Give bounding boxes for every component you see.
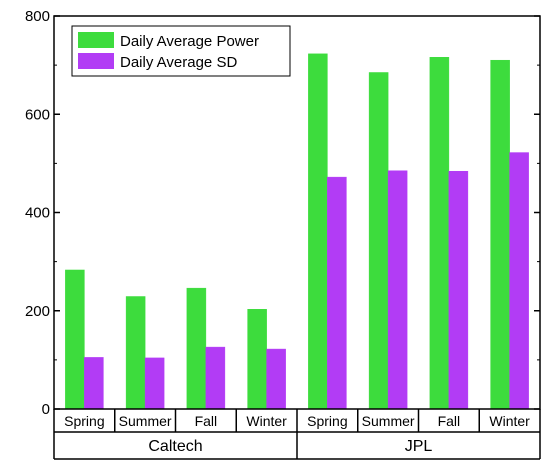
bars-layer (65, 53, 529, 410)
bar-power (308, 53, 328, 410)
bar-power (490, 59, 510, 410)
bar-power (247, 309, 267, 410)
bar-sd (84, 357, 104, 410)
bar-power (368, 72, 389, 410)
bar-power (65, 269, 85, 410)
bar-sd (509, 152, 529, 410)
bar-sd (327, 176, 347, 410)
bar-power (186, 287, 207, 410)
y-axis: 0 200 400 600 800 (25, 8, 540, 418)
legend: Daily Average Power Daily Average SD (71, 25, 291, 77)
legend-label: Daily Average Power (120, 33, 259, 50)
legend-swatch (78, 53, 114, 69)
category-label: Winter (246, 413, 287, 429)
category-label: Fall (438, 413, 461, 429)
category-label: Winter (489, 413, 530, 429)
y-tick-label: 600 (25, 106, 50, 123)
legend-label: Daily Average SD (120, 54, 237, 71)
group-label: Caltech (148, 438, 202, 455)
bar-power (429, 57, 450, 410)
bar-sd (266, 348, 286, 410)
category-label: Spring (307, 413, 347, 429)
category-label: Summer (119, 413, 172, 429)
bar-sd (205, 346, 226, 410)
category-label: Spring (64, 413, 104, 429)
y-tick-label: 0 (42, 401, 50, 418)
category-label: Summer (362, 413, 415, 429)
bar-sd (144, 357, 165, 410)
bar-sd (448, 170, 469, 410)
group-label: JPL (405, 438, 433, 455)
x-axis: Spring Summer Fall Winter Spring Summer Fall Wi… (53, 409, 541, 460)
legend-swatch (78, 32, 114, 48)
bar-power (125, 296, 146, 410)
category-label: Fall (195, 413, 218, 429)
bar-sd (387, 170, 408, 410)
y-tick-label: 800 (25, 8, 50, 25)
y-tick-label: 200 (25, 303, 50, 320)
y-tick-label: 400 (25, 205, 50, 222)
